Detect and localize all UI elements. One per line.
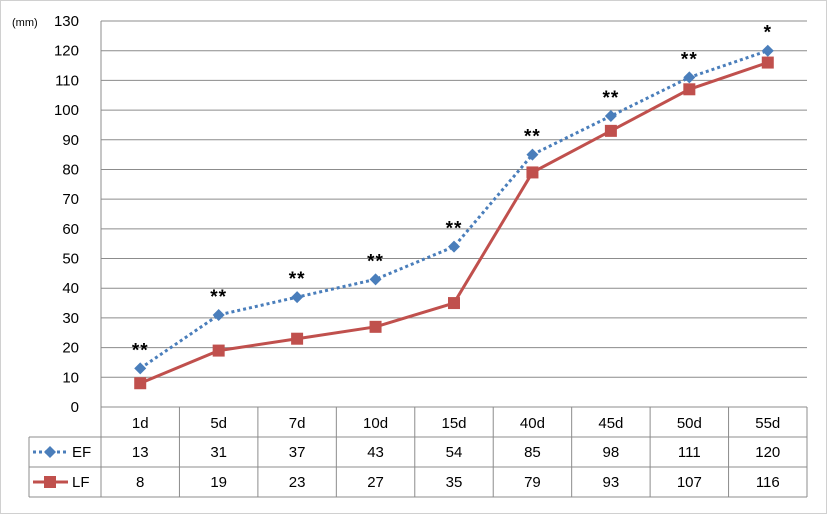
data-point-LF	[761, 56, 774, 69]
significance-marker: **	[289, 269, 306, 290]
table-value: 93	[603, 474, 620, 491]
y-tick-label: 110	[55, 72, 79, 89]
y-tick-label: 40	[62, 280, 79, 297]
data-point-LF	[683, 83, 696, 96]
legend-key-LF: LF	[33, 474, 90, 491]
y-tick-label: 70	[62, 191, 79, 208]
data-point-EF	[369, 273, 382, 286]
y-tick-label: 130	[54, 13, 79, 30]
significance-marker: **	[681, 49, 698, 70]
significance-marker: **	[132, 340, 149, 361]
data-point-LF	[604, 124, 617, 137]
table-value: 116	[756, 474, 780, 491]
y-tick-label: 50	[62, 251, 79, 268]
table-value: 23	[289, 474, 306, 491]
x-category-label: 10d	[363, 415, 388, 432]
data-point-LF	[369, 320, 382, 333]
table-value: 43	[367, 444, 384, 461]
table-value: 111	[678, 444, 701, 461]
data-point-EF	[448, 240, 460, 253]
table-value: 35	[446, 474, 463, 491]
series-line-EF	[139, 49, 769, 370]
legend-marker	[44, 476, 56, 488]
table-value: 85	[524, 444, 541, 461]
data-point-EF	[291, 291, 304, 304]
significance-marker: **	[210, 287, 227, 308]
y-tick-label: 90	[62, 132, 79, 149]
table-value: 8	[136, 474, 144, 491]
y-tick-label: 20	[62, 340, 79, 357]
y-tick-label: 120	[54, 43, 79, 60]
x-category-label: 7d	[289, 415, 306, 432]
data-point-EF	[134, 362, 147, 375]
y-tick-label: 100	[54, 102, 79, 119]
table-value: 120	[755, 444, 780, 461]
data-point-LF	[291, 332, 304, 345]
y-tick-label: 10	[62, 369, 79, 386]
table-value: 79	[524, 474, 541, 491]
x-category-label: 50d	[677, 415, 702, 432]
x-category-label: 5d	[210, 415, 227, 432]
significance-marker: **	[367, 251, 384, 272]
table-value: 54	[446, 444, 463, 461]
table-value: 27	[367, 474, 384, 491]
y-tick-label: 30	[62, 310, 79, 327]
x-category-label: 1d	[132, 415, 149, 432]
table-value: 19	[210, 474, 227, 491]
table-value: 37	[289, 444, 306, 461]
data-point-EF	[761, 44, 774, 57]
y-tick-label: 60	[62, 221, 79, 238]
legend-key-EF: EF	[33, 444, 91, 461]
significance-marker: **	[524, 127, 541, 148]
y-tick-label: 0	[71, 399, 79, 416]
legend-label: EF	[72, 444, 91, 461]
data-point-EF	[683, 71, 696, 84]
significance-marker: **	[602, 88, 619, 109]
table-value: 107	[677, 474, 702, 491]
data-point-LF	[212, 344, 225, 357]
legend-marker	[44, 446, 56, 458]
data-point-LF	[526, 166, 539, 179]
x-category-label: 45d	[598, 415, 623, 432]
y-axis-unit-label: (mm)	[12, 17, 38, 29]
y-tick-label: 80	[62, 161, 79, 178]
x-category-label: 55d	[755, 415, 780, 432]
x-category-label: 40d	[520, 415, 545, 432]
data-point-LF	[448, 297, 460, 310]
table-value: 13	[132, 444, 149, 461]
x-category-label: 15d	[441, 415, 466, 432]
legend-label: LF	[72, 474, 90, 491]
table-value: 98	[603, 444, 620, 461]
data-point-LF	[134, 377, 147, 390]
significance-marker: *	[764, 23, 772, 44]
data-point-EF	[526, 148, 539, 161]
table-value: 31	[210, 444, 227, 461]
significance-marker: **	[446, 219, 463, 240]
data-point-EF	[212, 308, 225, 321]
data-point-EF	[604, 110, 617, 123]
